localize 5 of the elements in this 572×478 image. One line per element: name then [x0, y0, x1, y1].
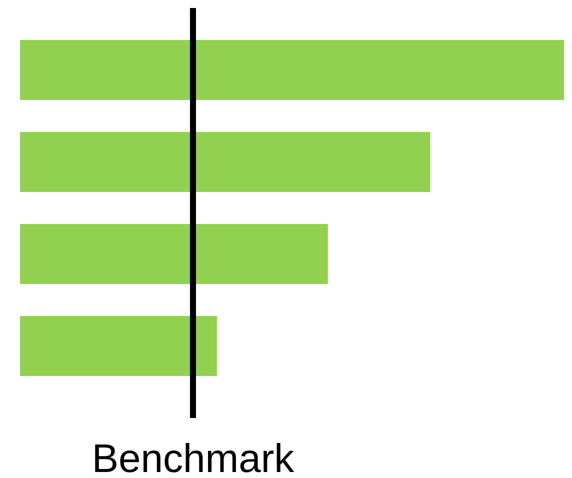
bar: [20, 316, 217, 376]
bar: [20, 224, 328, 284]
ref-line-label: Benchmark: [92, 437, 296, 478]
bar: [20, 40, 564, 100]
bar: [20, 132, 430, 192]
